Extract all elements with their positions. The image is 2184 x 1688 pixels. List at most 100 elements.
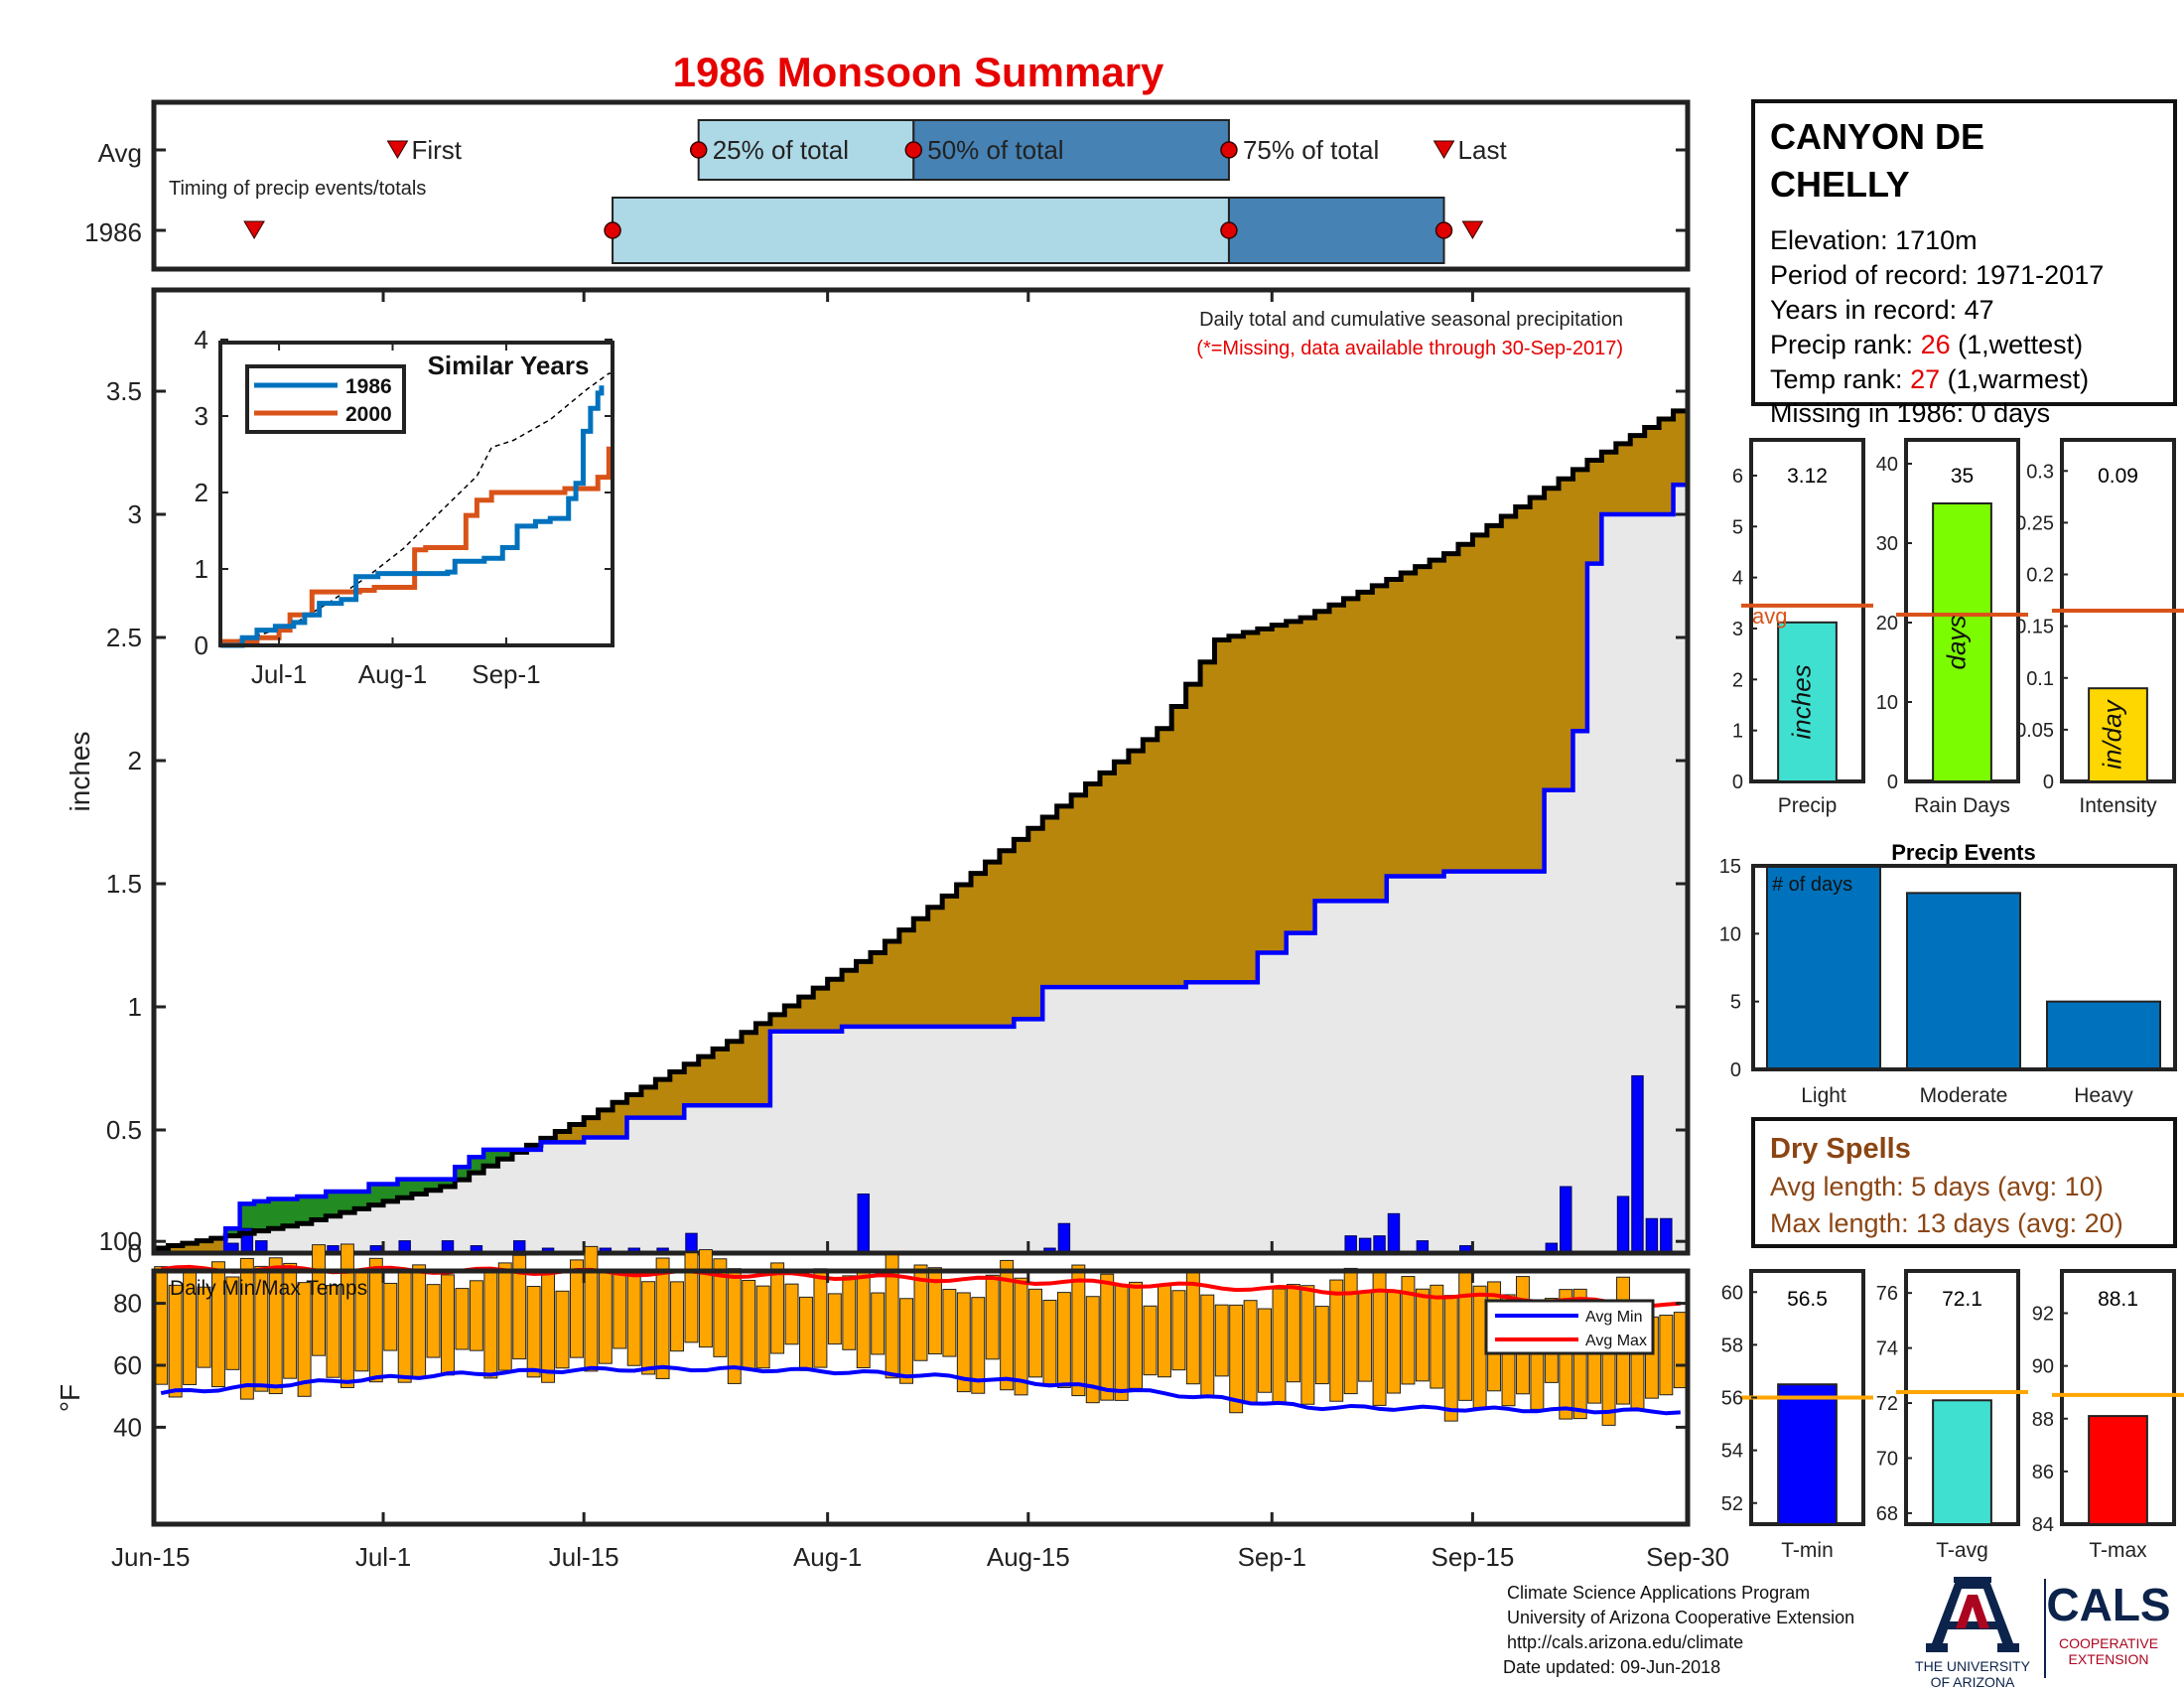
footer-line2: University of Arizona Cooperative Extens… (1507, 1608, 1854, 1627)
daily-temp-bar (312, 1244, 327, 1356)
similar-years-inset: Similar Years 1986 2000 0 1 2 3 4 Jul-1 Aug-1 S… (195, 325, 614, 689)
precip-events-bar (1906, 892, 2021, 1070)
daily-temp-bar (913, 1264, 928, 1361)
avg-min-line (160, 1364, 1681, 1416)
dry-spells-max: Max length: 13 days (avg: 20) (1770, 1208, 2123, 1238)
timing-label-first: First (411, 135, 462, 165)
precip-y-tick-label: 1 (128, 992, 142, 1022)
rain_days-value-label: 35 (1951, 465, 1974, 488)
dry-spells-box: Dry Spells Avg length: 5 days (avg: 10) … (1751, 1117, 2177, 1248)
daily-temp-bar (626, 1271, 641, 1366)
daily-temp-bar (1430, 1284, 1444, 1389)
missing-note: (*=Missing, data available through 30-Se… (1196, 338, 1623, 359)
daily-temp-bar (1458, 1269, 1473, 1401)
daily-temp-bar (1200, 1294, 1215, 1398)
daily-temp-bar (1157, 1284, 1171, 1378)
tmin-tick-label: 58 (1721, 1335, 1743, 1356)
tmin-tick-label: 60 (1721, 1282, 1743, 1304)
temps-y-label: °F (55, 1384, 85, 1412)
temps-legend (1484, 1299, 1655, 1355)
inset-y-tick-label: 0 (195, 631, 208, 660)
date-tick-label: Sep-30 (1646, 1542, 1729, 1572)
avg-first-marker (386, 140, 409, 159)
precip-events-tick-label: 0 (1730, 1059, 1741, 1081)
precip-tick-label: 6 (1732, 466, 1743, 488)
tmax-tick-label: 88 (2032, 1409, 2054, 1431)
daily-temp-bar (1014, 1277, 1028, 1396)
tmin-axis-label: T-min (1781, 1539, 1834, 1562)
daily-temp-bar (1229, 1304, 1244, 1414)
station-name-line1: CANYON DE (1770, 116, 1984, 157)
tmin-tick-label: 56 (1721, 1388, 1743, 1410)
precip-tick-label: 0 (1732, 772, 1743, 793)
daily-precip-bar (1660, 1217, 1673, 1254)
temps-y-tick-label: 100 (99, 1226, 142, 1256)
figure-title: 1986 Monsoon Summary (673, 49, 1164, 95)
precip-tick-label: 3 (1732, 619, 1743, 640)
daily-temp-bar (1272, 1288, 1287, 1404)
precip-events-category: Light (1801, 1084, 1846, 1107)
temps-y-tick-label: 60 (113, 1350, 142, 1380)
tmax-tick-label: 92 (2032, 1304, 2054, 1326)
tavg-tick-label: 70 (1876, 1448, 1898, 1470)
tmin-tick-label: 54 (1721, 1441, 1743, 1463)
daily-temp-bar (613, 1272, 627, 1349)
daily-temp-bar (1100, 1273, 1115, 1401)
daily-precip-bar (1560, 1186, 1572, 1254)
legend-avg-min: Avg Min (1585, 1309, 1643, 1326)
cals-logo-text: CALS (2046, 1579, 2170, 1630)
intensity-tick-label: 0.25 (2015, 512, 2054, 534)
inset-y-tick-label: 3 (195, 401, 208, 431)
year-p75-marker (1434, 221, 1453, 239)
daily-temp-bar (239, 1257, 254, 1400)
intensity-tick-label: 0.15 (2015, 617, 2054, 638)
ua-name-line2: OF ARIZONA (1931, 1674, 2015, 1688)
station-years: Years in record: 47 (1770, 295, 1994, 325)
intensity-axis-label: Intensity (2079, 794, 2157, 817)
cals-line1: COOPERATIVE (2059, 1635, 2158, 1651)
precip-tick-label: 5 (1732, 516, 1743, 538)
daily-temp-bar (827, 1293, 842, 1345)
daily-temp-bar (526, 1286, 541, 1378)
daily-temp-bar (397, 1269, 412, 1383)
daily-temp-bar (412, 1264, 427, 1378)
tavg-tick-label: 72 (1876, 1393, 1898, 1415)
inset-2000-line (220, 446, 612, 644)
station-temp-rank: Temp rank: 27 (1,warmest) (1770, 364, 2089, 394)
rain_days-bar (1932, 502, 1992, 782)
rain_days-axis-label: Rain Days (1914, 794, 2010, 817)
dry-spells-avg: Avg length: 5 days (avg: 10) (1770, 1172, 2104, 1201)
events-title: Precip Events (1891, 840, 2036, 865)
inset-legend-1986: 1986 (345, 375, 392, 398)
cals-line2: EXTENSION (2069, 1651, 2149, 1667)
daily-temp-bar (698, 1249, 713, 1348)
inset-y-tick-label: 1 (195, 554, 208, 584)
daily-temp-bar (1329, 1279, 1344, 1402)
tmax-tick-label: 90 (2032, 1356, 2054, 1378)
precip-y-tick-label: 2 (128, 746, 142, 775)
daily-temp-bar (340, 1243, 354, 1388)
daily-temp-bar (225, 1276, 240, 1370)
daily-precip-bar (1631, 1074, 1644, 1254)
inset-avg-line (219, 372, 613, 645)
intensity-tick-label: 0.05 (2015, 720, 2054, 742)
daily-temp-bar (254, 1265, 269, 1392)
precip-y-tick-label: 3 (128, 499, 142, 529)
rain_days-unit-label: days (1942, 616, 1972, 670)
timing-row-avg-label: Avg (98, 138, 142, 168)
daily-temp-bar (927, 1267, 942, 1355)
daily-temp-bar (684, 1252, 699, 1343)
inset-1986-line (220, 385, 605, 648)
date-tick-label: Aug-1 (793, 1542, 862, 1572)
daily-temp-bar (813, 1268, 828, 1368)
daily-temp-bar (1214, 1304, 1229, 1377)
daily-temp-bar (770, 1262, 785, 1354)
daily-temp-bar (584, 1245, 599, 1372)
daily-temp-bar (1056, 1292, 1071, 1388)
daily-temp-bar (569, 1259, 584, 1358)
footer-line4: Date updated: 09-Jun-2018 (1503, 1657, 1720, 1677)
precip-events-tick-label: 5 (1730, 992, 1741, 1014)
daily-precip-bar (1616, 1196, 1630, 1254)
intensity-tick-label: 0.2 (2026, 565, 2054, 587)
precip-tick-label: 2 (1732, 669, 1743, 691)
